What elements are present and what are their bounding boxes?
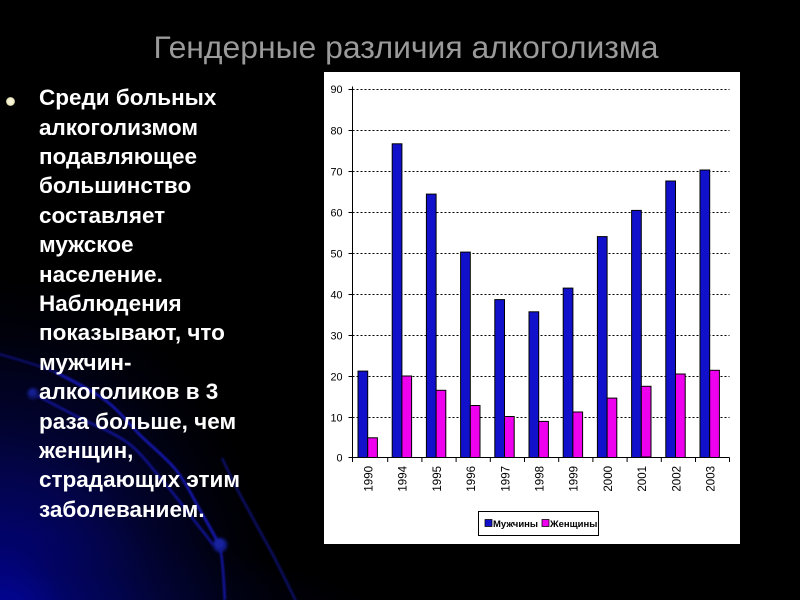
- svg-text:1996: 1996: [466, 466, 478, 492]
- svg-text:1999: 1999: [569, 466, 581, 492]
- svg-text:0: 0: [336, 453, 342, 465]
- svg-text:1997: 1997: [500, 466, 512, 492]
- svg-text:1990: 1990: [364, 466, 376, 492]
- svg-text:Мужчины: Мужчины: [493, 519, 538, 530]
- svg-text:20: 20: [330, 372, 342, 384]
- svg-text:Женщины: Женщины: [549, 519, 597, 530]
- svg-text:10: 10: [330, 413, 342, 425]
- svg-text:90: 90: [330, 84, 342, 96]
- svg-text:1994: 1994: [398, 465, 410, 491]
- svg-text:60: 60: [330, 208, 342, 220]
- svg-text:2001: 2001: [637, 466, 649, 492]
- svg-text:1995: 1995: [432, 466, 444, 492]
- svg-text:2000: 2000: [603, 466, 615, 492]
- svg-text:2002: 2002: [671, 466, 683, 492]
- svg-text:70: 70: [330, 167, 342, 179]
- svg-text:1998: 1998: [535, 466, 547, 492]
- svg-text:40: 40: [330, 290, 342, 302]
- svg-text:2003: 2003: [706, 466, 718, 492]
- svg-text:80: 80: [330, 126, 342, 138]
- svg-text:50: 50: [330, 249, 342, 261]
- svg-text:30: 30: [330, 331, 342, 343]
